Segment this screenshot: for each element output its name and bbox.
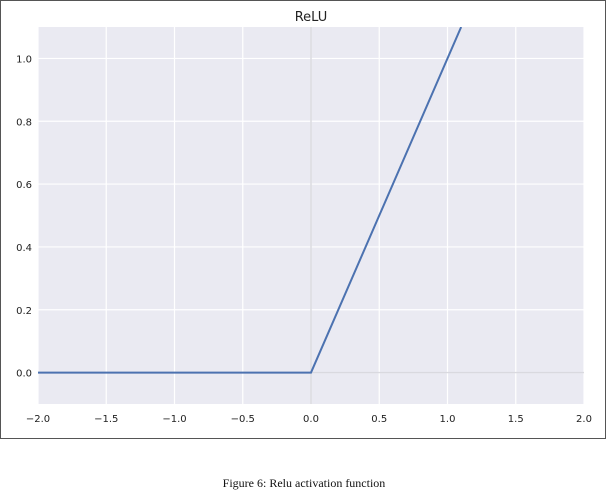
x-tick-label: 0.0 xyxy=(303,414,319,425)
x-tick-label: 0.5 xyxy=(371,414,387,425)
y-tick-label: 0.8 xyxy=(16,117,32,128)
y-tick-label: 0.2 xyxy=(16,306,32,317)
figure-caption: Figure 6: Relu activation function xyxy=(222,476,386,490)
figure-frame xyxy=(0,0,606,439)
y-tick-label: 1.0 xyxy=(16,54,32,65)
x-tick-label: −1.0 xyxy=(162,414,186,425)
x-tick-label: 2.0 xyxy=(576,414,592,425)
x-tick-label: 1.5 xyxy=(508,414,524,425)
x-tick-label: 1.0 xyxy=(440,414,456,425)
x-tick-label: −2.0 xyxy=(26,414,50,425)
relu-series-line xyxy=(38,27,463,374)
relu-chart: −2.0 −1.5 −1.0 −0.5 0.0 0.5 1.0 1.5 2.0 0.0 0.2 0.4… xyxy=(16,10,592,425)
x-tick-label: −1.5 xyxy=(94,414,118,425)
y-tick-label: 0.4 xyxy=(16,243,32,254)
x-tick-label: −0.5 xyxy=(231,414,255,425)
y-tick-label: 0.6 xyxy=(16,180,32,191)
chart-title: ReLU xyxy=(295,10,328,25)
y-tick-label: 0.0 xyxy=(16,369,32,380)
